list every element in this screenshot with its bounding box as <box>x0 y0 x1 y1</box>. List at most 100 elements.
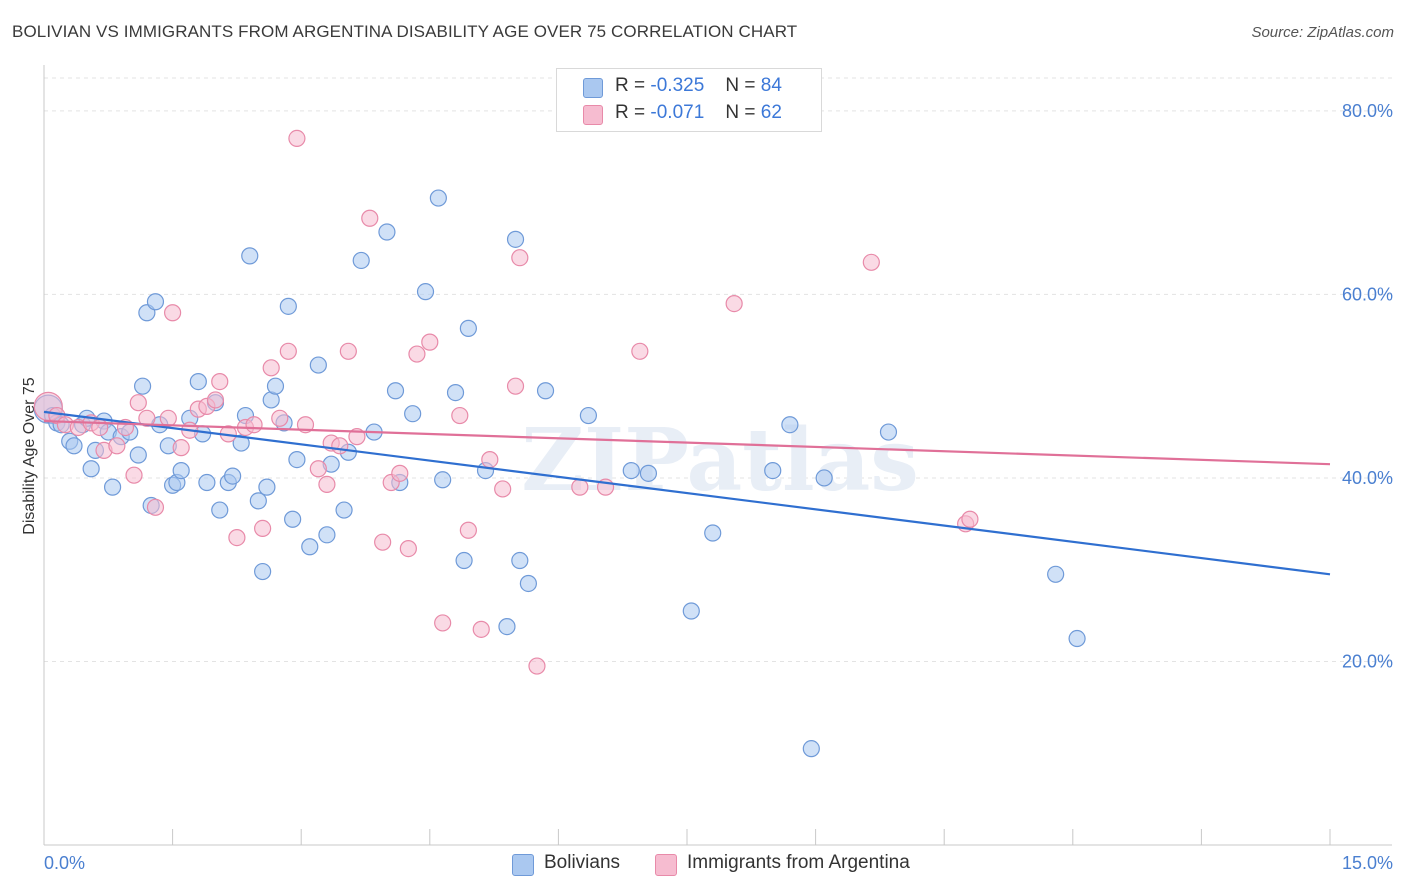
bolivian-point <box>622 462 640 480</box>
bolivian-point <box>309 356 327 374</box>
argentina-point <box>494 480 512 498</box>
y-tick-label: 80.0% <box>1342 101 1393 121</box>
argentina-point <box>159 409 177 427</box>
bolivian-point <box>404 405 422 423</box>
argentina-point <box>125 466 143 484</box>
correlation-legend: R = -0.325 N = 84 R = -0.071 N = 62 <box>556 68 822 132</box>
bolivian-point <box>241 247 259 265</box>
argentina-point <box>254 519 272 538</box>
argentina-point <box>318 475 336 493</box>
bolivian-point <box>1068 629 1086 648</box>
n-label: N = <box>725 75 756 96</box>
bolivian-point <box>279 297 297 315</box>
x-tick-label: 15.0% <box>1342 853 1393 873</box>
bolivian-point <box>519 574 537 593</box>
bolivian-point <box>704 524 722 542</box>
x-tick-label: 0.0% <box>44 853 85 873</box>
x-tick-labels: 0.0% 15.0% <box>44 853 1393 873</box>
bottom-legend-label: Bolivians <box>544 852 621 873</box>
argentina-point <box>138 409 156 427</box>
argentina-point <box>506 377 525 395</box>
bolivian-point <box>284 510 302 528</box>
series-bolivians <box>33 189 1086 758</box>
argentina-point <box>511 249 529 267</box>
r-value: -0.071 <box>650 102 705 123</box>
bolivian-point <box>301 538 319 556</box>
argentina-point <box>421 333 439 351</box>
watermark: ZIPatlas <box>521 410 919 511</box>
n-value: 62 <box>760 102 782 123</box>
argentina-point <box>288 129 306 148</box>
argentina-trend-line <box>43 419 1331 466</box>
argentina-point <box>164 304 182 322</box>
bolivian-point <box>335 501 353 519</box>
argentina-point <box>331 437 349 455</box>
bolivian-point <box>146 293 165 311</box>
bolivian-trend-line <box>43 410 1331 576</box>
argentina-point <box>172 439 190 457</box>
argentina-point <box>399 539 417 558</box>
bolivian-point <box>198 473 216 492</box>
r-label: R = <box>615 102 646 123</box>
bolivian-point <box>639 464 658 482</box>
y-axis-label: Disability Age Over 75 <box>21 377 38 535</box>
n-label: N = <box>725 102 756 123</box>
bolivian-point <box>65 437 83 455</box>
bolivian-point <box>459 319 477 337</box>
bolivian-point <box>434 471 452 489</box>
bolivian-point <box>536 382 555 400</box>
argentina-point <box>862 253 880 271</box>
argentina-point <box>206 391 225 409</box>
argentina-point <box>374 533 392 551</box>
bottom-legend-swatch-blue <box>512 854 534 876</box>
y-tick-label: 40.0% <box>1342 468 1393 488</box>
bolivian-point <box>386 382 405 400</box>
bolivian-point <box>378 223 396 241</box>
bolivian-point <box>506 230 525 248</box>
bottom-legend-swatch-pink <box>655 854 677 876</box>
argentina-point <box>725 294 743 313</box>
bottom-legend-label: Immigrants from Argentina <box>687 852 910 873</box>
argentina-point <box>108 437 126 455</box>
legend-text-pink: R = -0.071 N = 62 <box>615 102 782 124</box>
argentina-point <box>245 416 263 434</box>
bolivian-point <box>103 478 122 496</box>
axes <box>43 65 1392 846</box>
bolivian-point <box>254 562 272 581</box>
argentina-point <box>472 620 490 638</box>
source-label: Source: ZipAtlas.com <box>1251 24 1394 41</box>
bolivian-point <box>258 478 276 496</box>
bolivian-point <box>82 460 100 478</box>
bolivian-point <box>288 450 306 469</box>
argentina-point <box>434 614 452 632</box>
argentina-point <box>309 460 327 478</box>
grid-lines <box>44 77 1392 662</box>
r-label: R = <box>615 75 646 96</box>
bolivian-point <box>224 467 242 485</box>
argentina-point <box>279 342 297 360</box>
bolivian-point <box>352 251 370 270</box>
bolivian-point <box>249 492 267 510</box>
argentina-point <box>211 372 229 391</box>
bolivian-point <box>682 602 700 620</box>
argentina-point <box>262 359 280 377</box>
n-value: 84 <box>760 75 782 96</box>
argentina-point <box>339 342 357 360</box>
series-immigrants-from-argentina <box>33 129 979 675</box>
argentina-point <box>631 342 649 360</box>
bolivian-point <box>211 501 229 519</box>
bolivian-point <box>232 434 250 452</box>
argentina-point <box>361 209 379 227</box>
r-value: -0.325 <box>650 75 705 96</box>
bolivian-point <box>266 377 285 395</box>
argentina-point <box>271 409 289 427</box>
bolivian-point <box>416 283 435 301</box>
bolivian-point <box>172 462 190 480</box>
argentina-point <box>459 521 477 539</box>
argentina-point <box>408 345 426 363</box>
bolivian-point <box>446 384 465 402</box>
bolivian-point <box>764 462 782 480</box>
argentina-point <box>571 478 589 496</box>
argentina-point <box>391 464 409 482</box>
